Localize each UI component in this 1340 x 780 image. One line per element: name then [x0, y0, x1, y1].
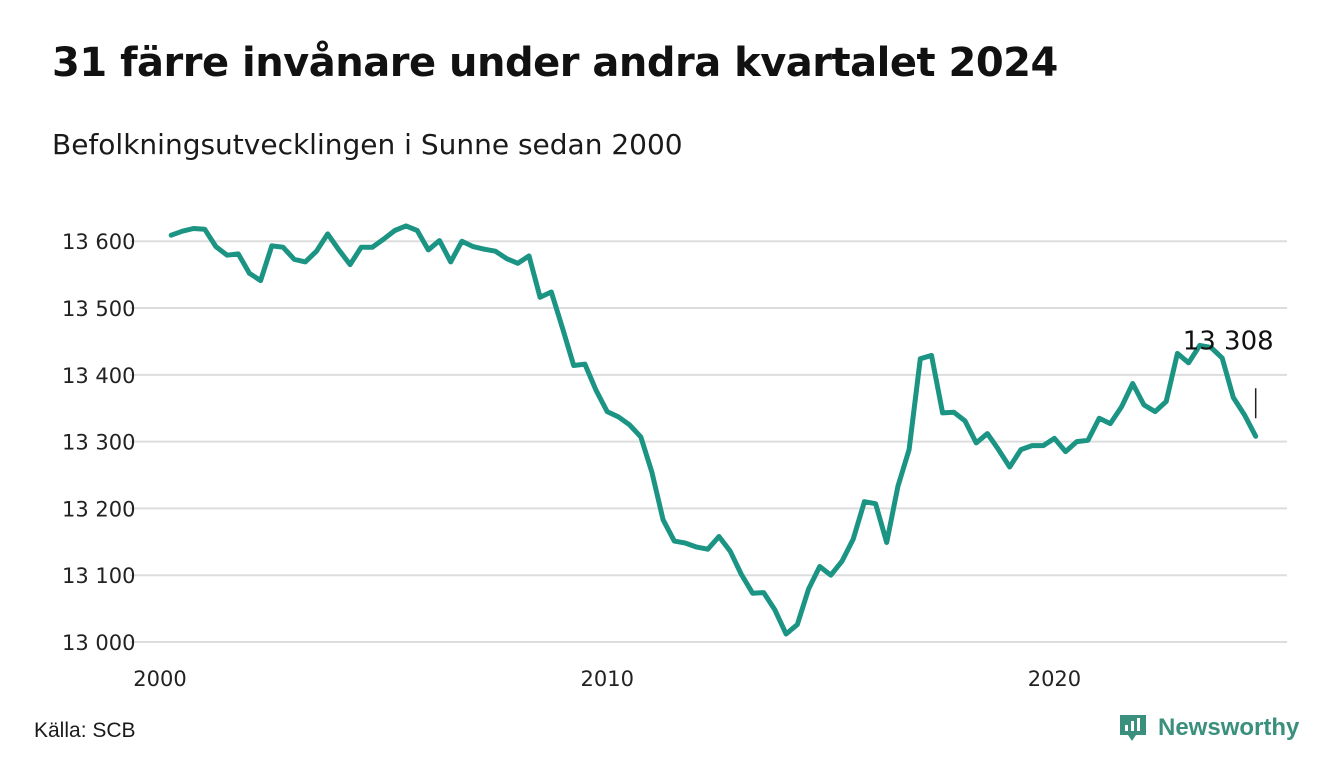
y-tick-label: 13 400: [62, 364, 135, 388]
series-layer: [168, 223, 1259, 637]
chart-title: 31 färre invånare under andra kvartalet …: [52, 40, 1058, 86]
grid-lines: [130, 240, 1287, 643]
line-chart: 13 000 13 100 13 200 13 300 13 400 13 500 13 6…: [62, 223, 1287, 691]
y-tick-label: 13 600: [62, 230, 135, 254]
newsworthy-logo-icon: [1120, 715, 1146, 741]
x-tick-label: 2010: [580, 667, 633, 691]
y-tick-label: 13 500: [62, 297, 135, 321]
y-tick-label: 13 000: [62, 631, 135, 655]
chart-subtitle: Befolkningsutvecklingen i Sunne sedan 20…: [52, 128, 683, 161]
y-tick-label: 13 300: [62, 431, 135, 455]
x-axis-ticks: 2000 2010 2020: [133, 667, 1081, 691]
y-tick-label: 13 100: [62, 564, 135, 588]
x-tick-label: 2000: [133, 667, 186, 691]
source-note: Källa: SCB: [34, 719, 136, 742]
series-line: [168, 223, 1259, 637]
x-tick-label: 2020: [1028, 667, 1081, 691]
annotation-layer: 13 308: [1183, 326, 1274, 419]
brand-logo: Newsworthy: [1118, 712, 1299, 744]
brand-name: Newsworthy: [1158, 714, 1300, 741]
y-axis-ticks: 13 000 13 100 13 200 13 300 13 400 13 500 13 6…: [62, 230, 135, 655]
annotation-label: 13 308: [1183, 326, 1274, 356]
y-tick-label: 13 200: [62, 497, 135, 521]
